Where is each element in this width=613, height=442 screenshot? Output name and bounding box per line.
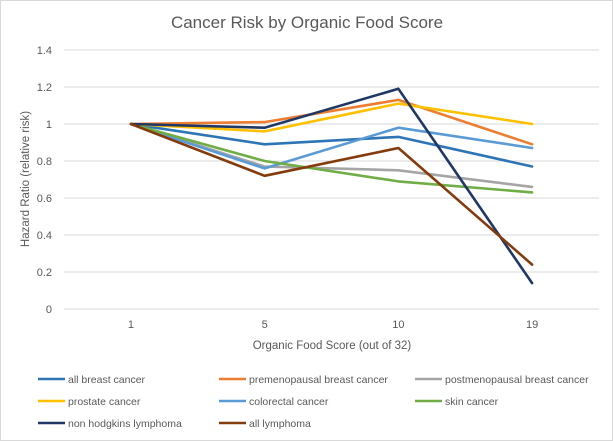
y-axis-ticks: 0 0.2 0.4 0.6 0.8 1 1.2 1.4: [37, 45, 52, 316]
legend-label: all breast cancer: [68, 374, 146, 386]
series-line-1: [129, 98, 534, 146]
legend-label: prostate cancer: [68, 396, 141, 408]
series-line-6: [129, 87, 534, 285]
legend-label: all lymphoma: [249, 418, 311, 430]
series-line-7: [129, 122, 534, 266]
x-tick-label: 5: [262, 319, 268, 331]
gridlines: [64, 49, 599, 310]
x-tick-label: 10: [392, 319, 404, 331]
series-line-3: [129, 102, 534, 133]
y-tick-label: 0.8: [37, 156, 52, 168]
legend-label: postmenopausal breast cancer: [445, 374, 589, 386]
legend-label: premenopausal breast cancer: [249, 374, 388, 386]
y-tick-label: 1.2: [37, 82, 52, 94]
legend: all breast cancer premenopausal breast ca…: [38, 374, 589, 430]
x-axis-label: Organic Food Score (out of 32): [253, 340, 412, 352]
x-axis-ticks: 1 5 10 19: [128, 319, 538, 331]
y-tick-label: 0.6: [37, 193, 52, 205]
x-tick-label: 19: [526, 319, 538, 331]
chart-title: Cancer Risk by Organic Food Score: [171, 13, 443, 32]
series-lines: [129, 87, 534, 285]
y-tick-label: 1: [46, 119, 52, 131]
y-tick-label: 0: [46, 304, 52, 316]
y-tick-label: 0.4: [37, 230, 52, 242]
legend-label: non hodgkins lymphoma: [68, 418, 182, 430]
y-tick-label: 1.4: [37, 45, 52, 57]
y-tick-label: 0.2: [37, 267, 52, 279]
legend-label: skin cancer: [445, 396, 499, 408]
series-line-0: [129, 122, 534, 168]
y-axis-label: Hazard Ratio (relative risk): [20, 111, 32, 247]
x-tick-label: 1: [128, 319, 134, 331]
series-line-4: [129, 122, 534, 170]
legend-label: colorectal cancer: [249, 396, 329, 408]
